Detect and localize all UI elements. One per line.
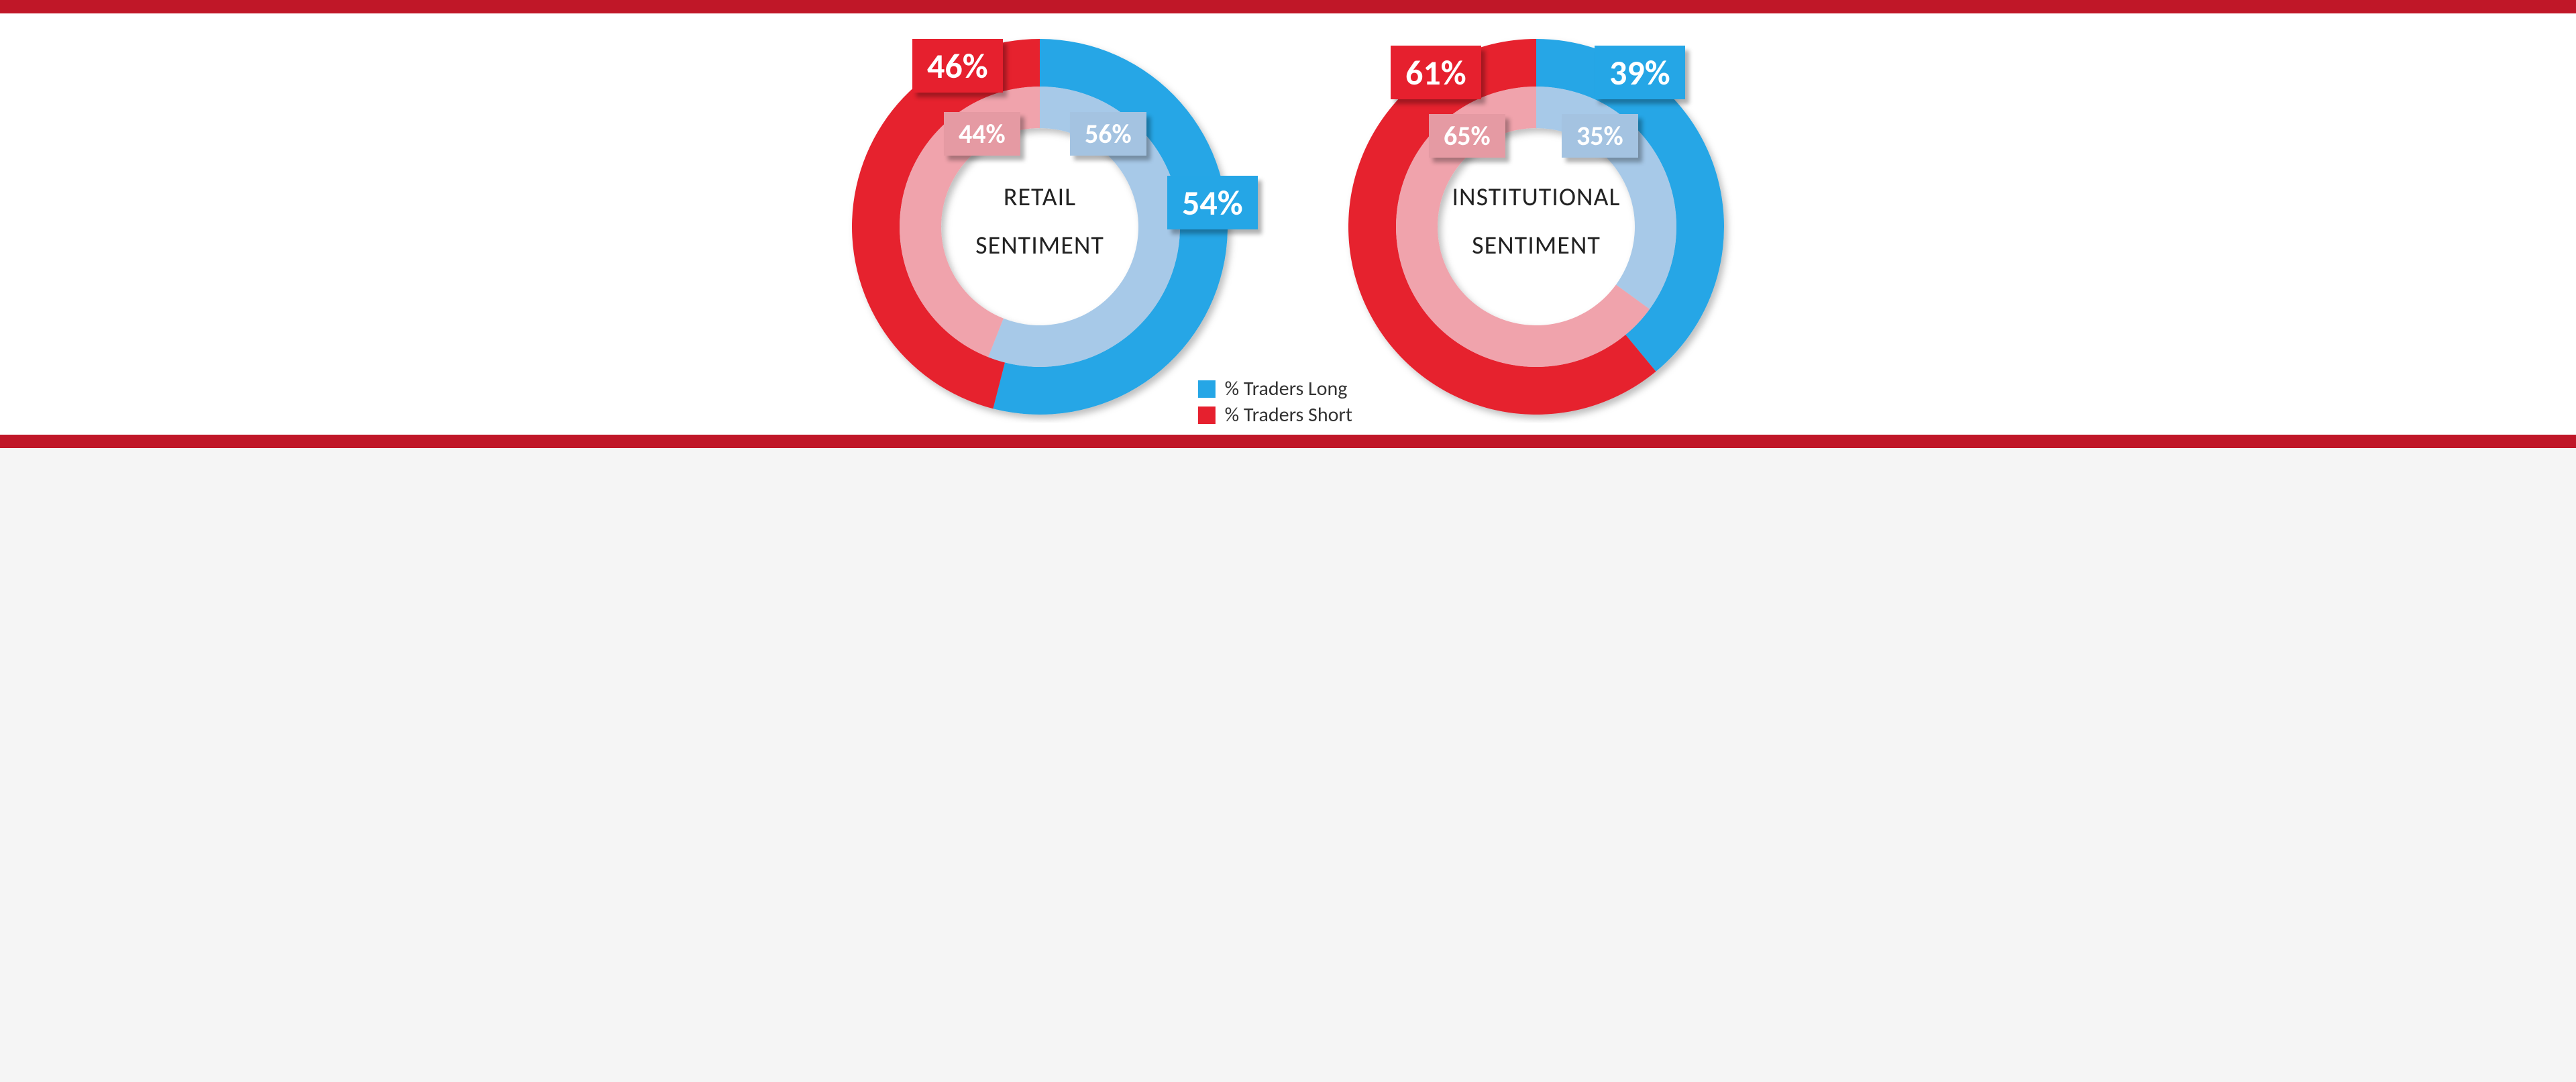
legend-label-long: % Traders Long — [1225, 376, 1348, 402]
retail-outer-long-callout: 54% — [1167, 176, 1258, 229]
retail-outer-short-callout: 46% — [912, 39, 1003, 93]
top-bar — [0, 0, 2576, 13]
bottom-bar — [0, 435, 2576, 448]
legend: % Traders Long % Traders Short — [1198, 376, 1352, 428]
retail-sentiment-chart: RETAIL SENTIMENT 46% 54% 44% 56% — [825, 20, 1254, 423]
content-area: RETAIL SENTIMENT 46% 54% 44% 56% INSTITU… — [0, 13, 2576, 435]
legend-label-short: % Traders Short — [1225, 402, 1352, 428]
legend-row-short: % Traders Short — [1198, 402, 1352, 428]
institutional-inner-long-callout: 35% — [1562, 114, 1638, 158]
page-root: RETAIL SENTIMENT 46% 54% 44% 56% INSTITU… — [0, 0, 2576, 448]
institutional-donut-svg — [1322, 20, 1751, 423]
retail-inner-short-callout: 44% — [944, 112, 1020, 156]
retail-inner-long-callout: 56% — [1070, 112, 1146, 156]
legend-swatch-short — [1198, 407, 1216, 424]
institutional-outer-long-callout: 39% — [1595, 46, 1685, 99]
institutional-inner-short-callout: 65% — [1429, 114, 1505, 158]
institutional-outer-short-callout: 61% — [1391, 46, 1481, 99]
legend-row-long: % Traders Long — [1198, 376, 1352, 402]
legend-swatch-long — [1198, 380, 1216, 398]
institutional-sentiment-chart: INSTITUTIONAL SENTIMENT 61% 39% 65% 35% — [1322, 20, 1751, 423]
